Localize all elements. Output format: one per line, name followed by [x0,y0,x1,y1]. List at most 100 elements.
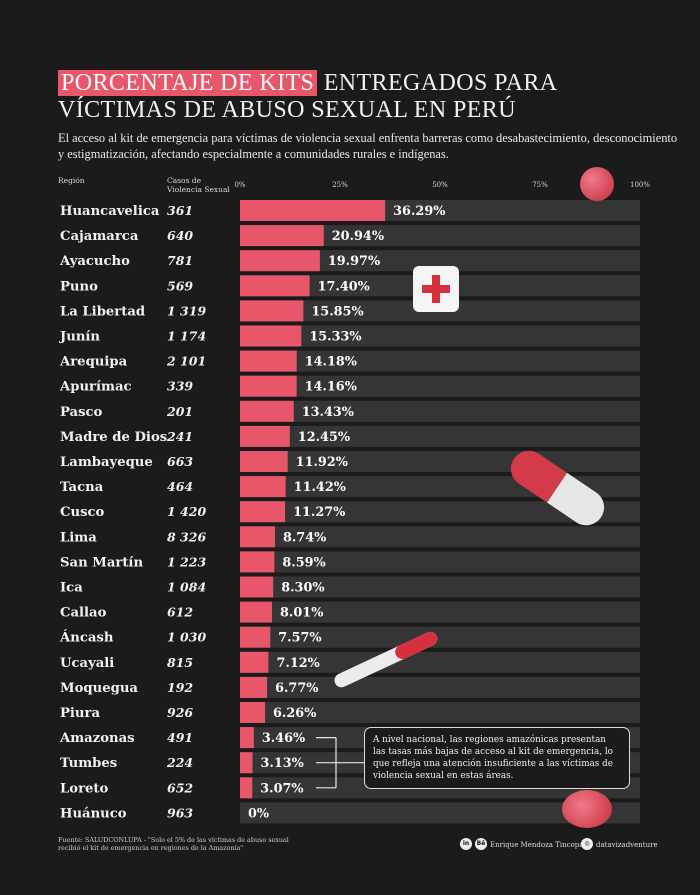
region-label: Tumbes [60,756,117,771]
bar-track [240,576,640,598]
region-label: Ucayali [60,656,114,671]
value-label: 3.46% [262,731,305,746]
bar-track [240,325,640,347]
bar [240,777,253,799]
bar-track [240,551,640,573]
bar-track [240,451,640,472]
value-label: 15.85% [311,304,363,319]
chart-title: PORCENTAJE DE KITS ENTREGADOS PARA VÍCTI… [58,70,558,124]
deco-ball-bottom [562,790,612,828]
header-cases: Casos de Violencia Sexual [167,176,230,194]
value-label: 11.92% [296,455,348,470]
bar-track [240,425,640,447]
instagram-icon[interactable]: ◎ [581,838,593,850]
deco-ball-top [580,167,614,201]
annotation-note: A nivel nacional, las regiones amazónica… [364,727,630,789]
region-label: Madre de Dios [60,430,167,445]
cases-label: 224 [166,755,193,770]
region-label: Áncash [59,630,114,646]
bar-track [240,526,640,548]
bar [240,501,286,523]
cases-label: 1 420 [167,504,206,519]
region-label: Loreto [60,781,108,796]
cases-label: 1 319 [167,303,206,318]
behance-icon[interactable]: Bē [475,838,487,850]
pill-capsule-icon [503,443,612,533]
cases-label: 2 101 [166,354,206,369]
region-label: Moquegua [60,681,138,696]
bar-track [240,225,640,247]
bar [240,200,386,221]
bar [240,300,304,322]
bar [240,551,275,573]
value-label: 8.74% [283,530,326,545]
bar [240,375,297,397]
region-label: Piura [60,706,100,721]
region-label: Puno [60,279,98,294]
bar [240,651,269,673]
cases-label: 663 [167,454,193,469]
value-label: 11.42% [294,480,346,495]
bar-track [240,200,640,221]
value-label: 8.30% [281,581,324,596]
pregnancy-test-icon [334,631,438,688]
value-label: 17.40% [318,279,370,294]
bar [240,601,273,623]
bar [240,451,288,472]
bar [240,476,286,498]
region-label: Amazonas [59,731,135,746]
cases-label: 652 [167,780,193,795]
value-label: 7.57% [278,631,321,646]
value-label: 0% [248,806,269,821]
linkedin-icon[interactable]: in [460,838,472,850]
region-label: Huánuco [60,806,127,821]
cases-label: 815 [167,655,193,670]
value-label: 19.97% [328,254,380,269]
bar-track [240,702,640,723]
region-label: Huancavelica [60,204,160,219]
region-label: Tacna [60,480,104,495]
bar-track [240,601,640,623]
cases-label: 241 [166,429,193,444]
value-label: 13.43% [302,405,354,420]
bar-track [240,350,640,372]
value-label: 8.59% [282,555,325,570]
bar [240,626,271,648]
value-label: 3.13% [261,756,304,771]
value-label: 8.01% [280,606,323,621]
author-handle: datavizadventure [596,841,658,849]
x-tick-label: 0% [234,181,246,189]
source-note: Fuente: SALUDCONLUPA - "Solo el 5% de la… [58,836,289,852]
header-cases-line1: Casos de [167,176,202,185]
value-label: 36.29% [393,204,445,219]
x-tick-label: 75% [532,181,548,189]
cases-label: 612 [167,605,193,620]
bar [240,400,294,422]
region-label: Lambayeque [60,455,153,470]
cases-label: 464 [167,479,193,494]
bar [240,676,268,698]
value-label: 20.94% [332,229,384,244]
bar [240,576,274,598]
cases-label: 339 [167,379,193,394]
cases-label: 1 030 [167,630,206,645]
region-label: Junín [59,330,100,345]
bar-track [240,375,640,397]
cases-label: 781 [167,253,193,268]
region-label: Ica [60,581,83,596]
cases-label: 640 [167,228,193,243]
x-tick-label: 50% [432,181,448,189]
bar [240,425,290,447]
cases-label: 192 [167,680,193,695]
value-label: 6.77% [275,681,318,696]
cases-label: 926 [167,705,193,720]
bar [240,250,320,272]
region-label: Ayacucho [59,254,130,269]
value-label: 14.16% [305,380,357,395]
bar [240,752,253,774]
cases-label: 1 174 [167,329,206,344]
chart-subtitle: El acceso al kit de emergencia para víct… [58,131,678,161]
cases-label: 1 084 [167,580,206,595]
region-label: Arequipa [59,355,128,370]
region-label: San Martín [60,555,143,570]
